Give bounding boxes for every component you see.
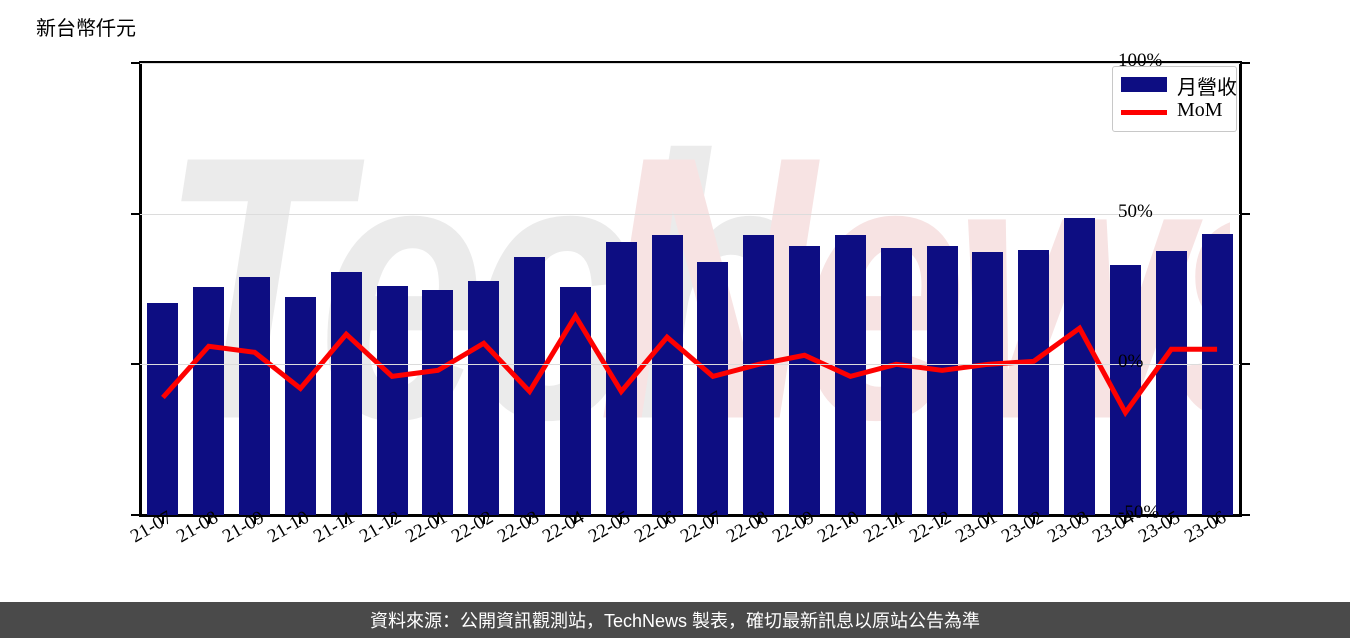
bar-revenue <box>880 248 912 515</box>
x-axis-tick <box>895 515 898 524</box>
right-axis-line <box>1239 61 1242 517</box>
x-axis-tick <box>757 515 760 524</box>
bar-revenue <box>651 234 683 515</box>
legend-label-revenue: 月營收 <box>1177 77 1237 99</box>
mom-line <box>161 311 1218 418</box>
bar-revenue <box>972 252 1004 515</box>
x-axis-tick <box>849 515 852 524</box>
left-axis-tick <box>131 212 140 215</box>
right-axis-tick-label: 50% <box>1118 200 1153 222</box>
bar-revenue <box>697 261 729 515</box>
bar-revenue <box>789 246 821 515</box>
x-axis-tick <box>345 515 348 524</box>
bar-revenue <box>468 281 500 515</box>
left-axis-tick <box>131 62 140 64</box>
right-axis-tick <box>1240 212 1250 215</box>
x-axis-tick <box>528 515 531 524</box>
right-axis-tick-label: 100% <box>1118 50 1163 71</box>
legend-line-swatch-icon <box>1121 110 1167 115</box>
legend-label-mom: MoM <box>1177 99 1223 121</box>
x-axis-tick <box>253 515 256 524</box>
x-axis-tick <box>161 515 164 524</box>
x-axis-tick <box>620 515 623 524</box>
x-axis-tick <box>711 515 714 524</box>
gridline <box>140 364 1240 366</box>
x-axis-tick <box>1032 515 1035 524</box>
right-axis-tick-label: -50% <box>1118 502 1160 523</box>
x-axis-tick <box>803 515 806 524</box>
plot-area <box>131 62 1250 524</box>
right-axis-tick <box>1240 62 1250 64</box>
bar-revenue <box>514 256 546 515</box>
x-axis-tick <box>666 515 669 524</box>
gridline <box>140 213 1240 215</box>
bar-revenue <box>1201 233 1233 515</box>
bar-revenue <box>559 287 591 515</box>
right-axis-tick <box>1240 363 1250 366</box>
mom-line-series-layer <box>161 311 1218 418</box>
x-axis-tick <box>1078 515 1081 524</box>
x-axis-tick <box>1216 515 1219 524</box>
x-axis-tick <box>1170 515 1173 524</box>
bar-revenue <box>330 271 362 515</box>
x-axis-tick <box>986 515 989 524</box>
x-axis-tick <box>1124 515 1127 524</box>
bar-revenue <box>376 286 408 515</box>
bar-revenue <box>239 276 271 515</box>
bar-revenue <box>1155 251 1187 515</box>
footer-text: 資料來源：公開資訊觀測站，TechNews 製表，確切最新訊息以原站公告為準 <box>369 611 981 631</box>
y-axis-unit-label: 新台幣仟元 <box>36 18 136 40</box>
x-axis-tick <box>482 515 485 524</box>
top-axis-line <box>140 61 1240 63</box>
right-axis-tick-label: 0% <box>1118 351 1144 373</box>
gridline <box>140 63 1240 64</box>
bar-revenue <box>193 287 225 515</box>
x-axis-tick <box>436 515 439 524</box>
footer-source-note: 資料來源：公開資訊觀測站，TechNews 製表，確切最新訊息以原站公告為準 <box>0 602 1350 638</box>
x-axis-tick <box>299 515 302 524</box>
left-axis-tick <box>131 363 140 366</box>
bottom-axis-line <box>140 514 1240 517</box>
bar-revenue <box>1064 217 1096 515</box>
left-axis-tick <box>131 514 140 516</box>
bar-revenue <box>147 302 179 515</box>
legend-bar-swatch-icon <box>1121 77 1167 92</box>
x-axis-tick <box>391 515 394 524</box>
x-axis-tick <box>574 515 577 524</box>
x-axis-tick <box>207 515 210 524</box>
left-axis-line <box>139 61 142 517</box>
x-axis-tick <box>941 515 944 524</box>
bar-revenue <box>1018 250 1050 515</box>
legend-item-mom: MoM <box>1121 99 1231 125</box>
bar-revenue <box>743 234 775 515</box>
legend-item-revenue: 月營收 <box>1121 71 1237 99</box>
chart-legend: 月營收 MoM <box>1112 66 1237 132</box>
bar-revenue <box>284 296 316 515</box>
right-axis-tick <box>1240 514 1250 516</box>
bar-revenue <box>926 246 958 515</box>
bar-revenue <box>422 289 454 515</box>
